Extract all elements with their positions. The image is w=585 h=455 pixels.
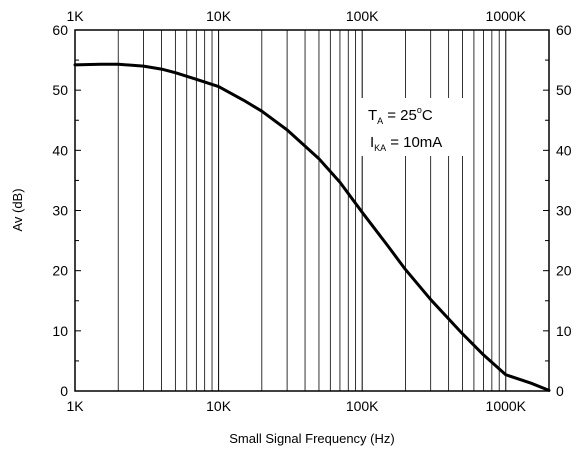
x-tick-label-top: 1K [66, 8, 84, 24]
y-tick-label-left: 20 [52, 263, 68, 279]
y-tick-label-left: 10 [52, 323, 68, 339]
y-tick-label-left: 30 [52, 203, 68, 219]
x-tick-label-bottom: 100K [346, 398, 379, 414]
y-axis-tick-labels-left: 0 10 20 30 40 50 60 [52, 22, 68, 399]
y-tick-label-left: 60 [52, 22, 68, 38]
degree-sign: o [417, 105, 422, 115]
annotation-temperature: TA = 25oC [368, 105, 433, 126]
y-tick-label-right: 50 [556, 82, 572, 98]
annotation-box [360, 98, 472, 156]
x-tick-label-bottom: 1000K [486, 398, 527, 414]
temp-unit: C [422, 107, 433, 124]
x-tick-label-bottom: 10K [206, 398, 232, 414]
x-axis-tick-labels-bottom: 1K 10K 100K 1000K [66, 398, 526, 414]
temp-value: = 25 [387, 107, 417, 124]
x-axis-title: Small Signal Frequency (Hz) [229, 431, 394, 446]
temp-subscript: A [377, 116, 383, 126]
y-tick-label-right: 30 [556, 203, 572, 219]
y-tick-label-left: 0 [60, 383, 68, 399]
y-tick-label-right: 10 [556, 323, 572, 339]
gain-curve [73, 62, 551, 392]
plot-frame [74, 29, 550, 392]
x-tick-label-top: 10K [206, 8, 232, 24]
y-tick-label-left: 50 [52, 82, 68, 98]
x-tick-label-top: 100K [346, 8, 379, 24]
current-symbol: I [370, 134, 374, 151]
x-axis-tick-labels-top: 1K 10K 100K 1000K [66, 8, 526, 24]
y-tick-label-right: 0 [556, 383, 564, 399]
x-tick-label-top: 1000K [486, 8, 527, 24]
y-axis-tick-labels-right: 0 10 20 30 40 50 60 [556, 22, 572, 399]
temp-symbol: T [368, 107, 377, 124]
x-tick-label-bottom: 1K [66, 398, 84, 414]
y-tick-label-left: 40 [52, 142, 68, 158]
y-tick-label-right: 40 [556, 142, 572, 158]
y-tick-label-right: 60 [556, 22, 572, 38]
current-subscript: KA [374, 143, 386, 153]
annotation-current: IKA = 10mA [370, 134, 442, 153]
y-axis-title: Av (dB) [10, 188, 25, 231]
current-value: = 10mA [390, 134, 442, 151]
y-tick-label-right: 20 [556, 263, 572, 279]
